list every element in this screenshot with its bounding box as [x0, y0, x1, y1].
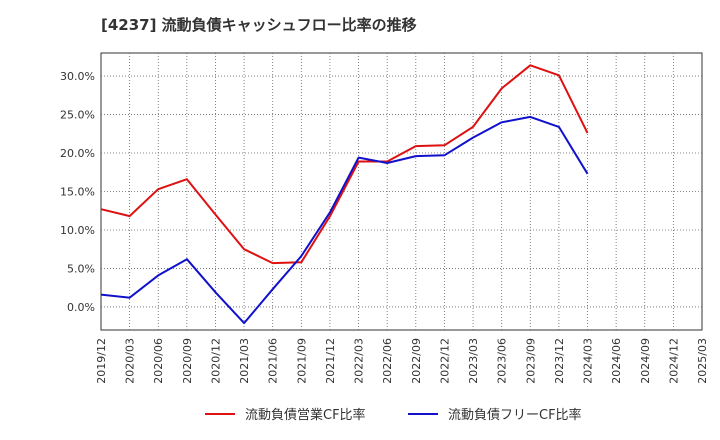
x-tick-label: 2020/12: [209, 338, 222, 384]
x-tick-label: 2022/06: [381, 338, 394, 384]
x-tick-label: 2021/06: [267, 338, 280, 384]
series-lines: [100, 64, 589, 325]
legend-label-1: 流動負債営業CF比率: [245, 407, 366, 423]
x-tick-label: 2021/12: [324, 338, 337, 384]
x-tick-label: 2021/03: [238, 338, 251, 384]
y-tick-label: 10.0%: [60, 224, 95, 237]
x-tick-label: 2023/12: [553, 338, 566, 384]
x-tick-label: 2024/09: [639, 338, 652, 384]
series-line-2: [100, 115, 589, 325]
x-tick-label: 2022/03: [353, 338, 366, 384]
x-axis-ticks: 2019/12 2020/03 2020/06 2020/09 2020/12 2021/…: [95, 338, 709, 384]
y-tick-label: 0.0%: [67, 301, 95, 314]
y-tick-label: 30.0%: [60, 70, 95, 83]
x-tick-label: 2019/12: [95, 338, 108, 384]
x-tick-label: 2023/09: [524, 338, 537, 384]
x-tick-label: 2020/06: [152, 338, 165, 384]
x-tick-label: 2020/09: [181, 338, 194, 384]
y-tick-label: 5.0%: [67, 262, 95, 275]
y-tick-label: 20.0%: [60, 147, 95, 160]
legend: 流動負債営業CF比率 流動負債フリーCF比率: [205, 407, 582, 423]
x-tick-label: 2023/03: [467, 338, 480, 384]
series-line-1: [100, 64, 589, 265]
x-tick-label: 2022/09: [410, 338, 423, 384]
x-tick-label: 2022/12: [438, 338, 451, 384]
y-tick-label: 25.0%: [60, 109, 95, 122]
x-tick-label: 2025/03: [696, 338, 709, 384]
y-tick-label: 15.0%: [60, 186, 95, 199]
x-tick-label: 2021/09: [295, 338, 308, 384]
x-tick-label: 2024/06: [610, 338, 623, 384]
x-tick-label: 2024/03: [582, 338, 595, 384]
y-axis-ticks: 0.0% 5.0% 10.0% 15.0% 20.0% 25.0% 30.0%: [60, 70, 95, 314]
x-tick-label: 2024/12: [667, 338, 680, 384]
chart-title: [4237] 流動負債キャッシュフロー比率の推移: [101, 16, 417, 34]
x-tick-label: 2020/03: [124, 338, 137, 384]
legend-label-2: 流動負債フリーCF比率: [448, 407, 582, 423]
x-tick-label: 2023/06: [496, 338, 509, 384]
